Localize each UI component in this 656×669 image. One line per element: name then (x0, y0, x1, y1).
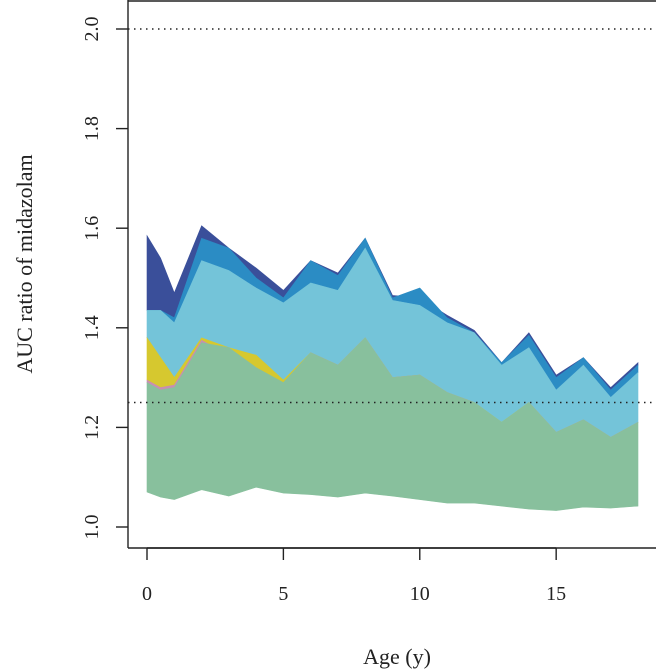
x-axis: 0 5 10 15 (142, 547, 566, 605)
y-tick-label: 1.4 (81, 315, 103, 340)
y-tick-label: 1.8 (81, 116, 103, 141)
x-tick-label: 0 (142, 583, 152, 605)
x-tick-label: 10 (410, 583, 430, 605)
y-tick-label: 1.6 (81, 216, 103, 241)
y-tick-label: 1.0 (81, 515, 103, 540)
x-tick-label: 15 (546, 583, 566, 605)
y-tick-label: 2.0 (81, 17, 103, 42)
y-tick-label: 1.2 (81, 415, 103, 440)
y-axis-title: AUC ratio of midazolam (12, 154, 37, 373)
x-tick-label: 5 (278, 583, 288, 605)
band-6 (146, 337, 639, 511)
reference-lines (128, 28, 656, 404)
y-axis: 1.0 1.2 1.4 1.6 1.8 2.0 (81, 17, 128, 540)
x-axis-title: Age (y) (363, 644, 431, 669)
bands-layer (146, 225, 639, 511)
